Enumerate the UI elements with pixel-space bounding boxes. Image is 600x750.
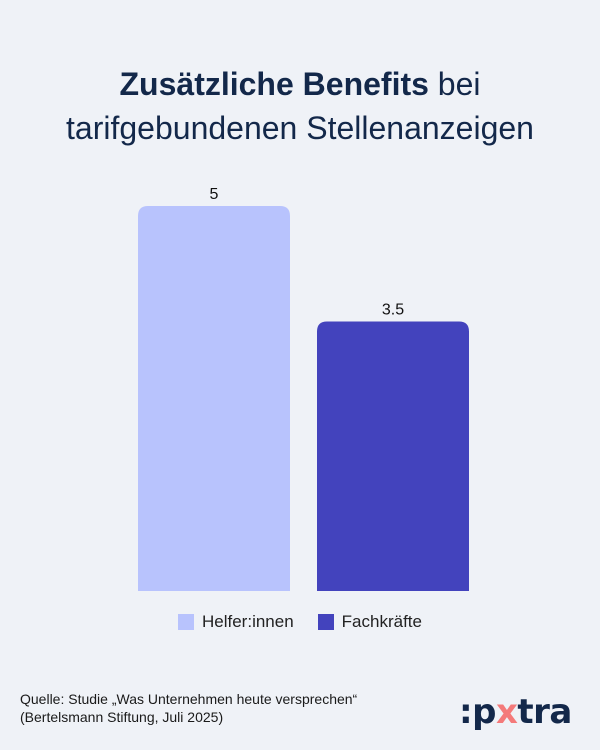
legend-swatch [178, 614, 194, 630]
bar-2 [317, 321, 469, 591]
legend-swatch [317, 614, 334, 630]
title-regular: bei [428, 66, 481, 102]
title-bold: Zusätzliche Benefits [119, 66, 429, 102]
legend-item-helfer: Helfer:innen [178, 612, 294, 632]
title-line2: tarifgebundenen Stellenanzeigen [66, 110, 534, 146]
source-line-1: Quelle: Studie „Was Unternehmen heute ve… [20, 691, 358, 707]
bar-1 [138, 206, 290, 591]
legend: Helfer:innen Fachkräfte [0, 612, 600, 632]
pxtra-logo: :pxtra [459, 692, 572, 732]
source-line-2: (Bertelsmann Stiftung, Juli 2025) [20, 709, 224, 725]
chart-title: Zusätzliche Benefits bei tarifgebundenen… [0, 62, 600, 150]
legend-label: Helfer:innen [202, 612, 294, 631]
bar-chart: 53.5 [138, 186, 469, 591]
source-note: Quelle: Studie „Was Unternehmen heute ve… [20, 690, 357, 726]
data-label: 3.5 [382, 302, 404, 319]
legend-item-fachkraefte: Fachkräfte [317, 612, 422, 632]
data-label: 5 [210, 186, 219, 203]
legend-label: Fachkräfte [341, 612, 422, 631]
